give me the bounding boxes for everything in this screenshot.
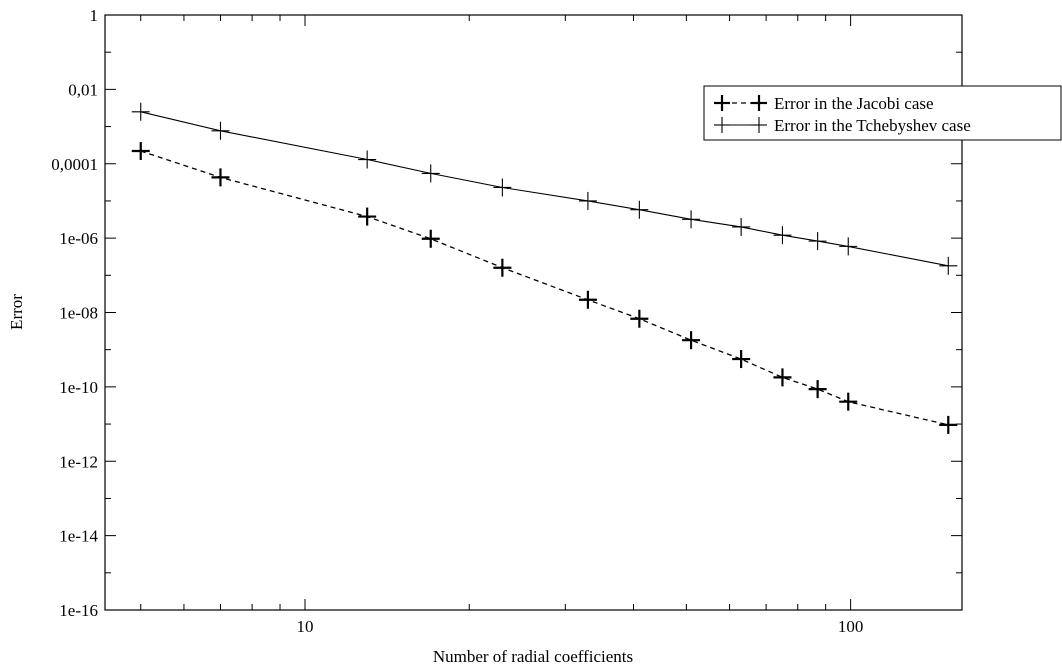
x-tick-label: 10 (296, 617, 313, 636)
y-tick-label: 1e-12 (59, 452, 98, 471)
data-point-marker (773, 368, 792, 387)
series-1 (131, 102, 958, 275)
data-point-marker (939, 415, 958, 434)
legend-marker (751, 95, 767, 111)
data-point-marker (682, 210, 701, 229)
y-tick-label: 1 (90, 6, 99, 25)
data-point-marker (358, 207, 377, 226)
data-point-marker (211, 121, 230, 140)
legend-item-jacobi: Error in the Jacobi case (714, 94, 934, 113)
legend-marker (751, 117, 767, 133)
legend: Error in the Jacobi case Error in the Tc… (703, 85, 1062, 141)
series-line (140, 150, 949, 426)
data-point-marker (808, 232, 827, 251)
y-axis-ticks: 1 0,01 0,0001 1e-06 1e-08 1e-10 1e-12 1e-14 1e-1… (51, 6, 962, 620)
series-layer (131, 102, 958, 434)
data-point-marker (732, 350, 751, 369)
data-point-marker (493, 178, 512, 197)
data-point-marker (421, 229, 440, 248)
data-point-marker (493, 258, 512, 277)
data-point-marker (358, 150, 377, 169)
data-point-marker (131, 142, 150, 161)
x-tick-label: 100 (838, 617, 864, 636)
data-point-marker (421, 164, 440, 183)
x-axis-label: Number of radial coefficients (433, 647, 633, 666)
y-tick-label: 0,01 (68, 80, 98, 99)
data-point-marker (211, 168, 230, 187)
data-point-marker (939, 256, 958, 275)
y-tick-label: 1e-08 (59, 304, 98, 323)
y-tick-label: 0,0001 (51, 155, 98, 174)
y-axis-label: Error (7, 294, 26, 330)
data-point-marker (578, 290, 597, 309)
legend-marker (714, 117, 730, 133)
data-point-marker (732, 217, 751, 236)
legend-label-tchebyshev: Error in the Tchebyshev case (774, 116, 971, 135)
data-point-marker (773, 226, 792, 245)
data-point-marker (630, 200, 649, 219)
x-axis-ticks: 10 100 (140, 15, 864, 636)
data-point-marker (578, 191, 597, 210)
y-tick-label: 1e-16 (59, 601, 98, 620)
data-point-marker (808, 380, 827, 399)
y-tick-label: 1e-14 (59, 527, 98, 546)
legend-label-jacobi: Error in the Jacobi case (774, 94, 934, 113)
data-point-marker (839, 237, 858, 256)
y-tick-label: 1e-10 (59, 378, 98, 397)
y-tick-label: 1e-06 (59, 229, 98, 248)
data-point-marker (839, 392, 858, 411)
series-0 (131, 142, 958, 434)
legend-marker (714, 95, 730, 111)
data-point-marker (630, 309, 649, 328)
legend-box (703, 85, 1062, 141)
data-point-marker (682, 331, 701, 350)
data-point-marker (131, 102, 150, 121)
legend-item-tchebyshev: Error in the Tchebyshev case (714, 116, 971, 135)
